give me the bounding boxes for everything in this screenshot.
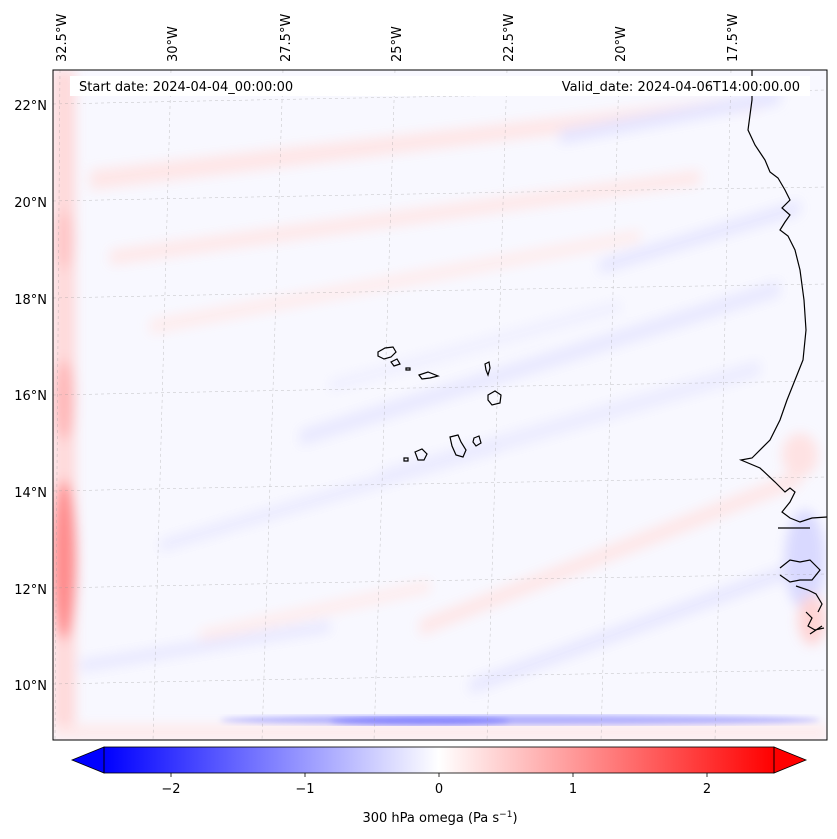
lon-tick: 20°W bbox=[614, 26, 629, 62]
island-sao-vicente bbox=[390, 358, 401, 367]
lat-tick: 14°N bbox=[14, 486, 47, 501]
lat-tick: 22°N bbox=[14, 99, 47, 114]
africa-coastline-south bbox=[778, 527, 825, 635]
coastlines bbox=[377, 70, 827, 635]
omega-field bbox=[53, 70, 827, 740]
date-annotation-box bbox=[70, 76, 810, 96]
lat-tick: 10°N bbox=[14, 679, 47, 694]
lat-tick-labels: 22°N 20°N 18°N 16°N 14°N 12°N 10°N bbox=[14, 99, 47, 694]
island-sal bbox=[484, 361, 491, 377]
island-maio bbox=[472, 435, 482, 447]
island-santiago bbox=[449, 434, 467, 458]
valid-date-label: Valid_date: 2024-04-06T14:00:00.00 bbox=[562, 80, 800, 95]
lat-tick: 16°N bbox=[14, 389, 47, 404]
island-brava bbox=[403, 457, 409, 462]
island-sao-nicolau bbox=[418, 371, 440, 380]
lon-tick: 27.5°W bbox=[279, 14, 294, 62]
colorbar-tick: −2 bbox=[161, 782, 180, 797]
plot-frame bbox=[52, 69, 828, 741]
lat-tick: 12°N bbox=[14, 583, 47, 598]
africa-coastline bbox=[738, 70, 827, 523]
colorbar-tick: −1 bbox=[295, 782, 314, 797]
lon-tick: 25°W bbox=[390, 26, 405, 62]
colorbar-tick: 1 bbox=[569, 782, 577, 797]
colorbar-body bbox=[104, 747, 774, 773]
colorbar-tick: 0 bbox=[435, 782, 443, 797]
lat-tick: 18°N bbox=[14, 293, 47, 308]
island-santo-antao bbox=[377, 346, 397, 360]
graticule bbox=[53, 70, 827, 740]
colorbar-max-extend bbox=[773, 746, 808, 774]
lon-tick-labels: 32.5°W 30°W 27.5°W 25°W 22.5°W 20°W 17.5… bbox=[55, 14, 741, 62]
colorbar-tick: 2 bbox=[703, 782, 711, 797]
colorbar: −2 −1 0 1 2 300 hPa omega (Pa s−1) bbox=[70, 746, 808, 826]
island-fogo bbox=[414, 448, 428, 461]
island-santa-luzia bbox=[405, 367, 411, 371]
lon-tick: 17.5°W bbox=[726, 14, 741, 62]
island-boa-vista bbox=[487, 390, 502, 406]
lon-tick: 22.5°W bbox=[502, 14, 517, 62]
start-date-label: Start date: 2024-04-04_00:00:00 bbox=[79, 80, 293, 95]
colorbar-label: 300 hPa omega (Pa s−1) bbox=[362, 810, 517, 826]
lat-tick: 20°N bbox=[14, 196, 47, 211]
colorbar-min-extend bbox=[70, 746, 105, 774]
lon-tick: 32.5°W bbox=[55, 14, 70, 62]
lon-tick: 30°W bbox=[166, 26, 181, 62]
